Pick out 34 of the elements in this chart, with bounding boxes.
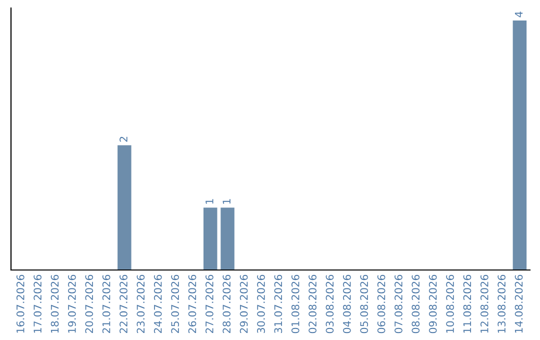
x-tick-label: 13.08.2026 — [498, 274, 506, 333]
x-tick-label: 01.08.2026 — [291, 274, 300, 334]
x-tick-label: 30.07.2026 — [257, 274, 265, 334]
x-tick-label: 31.07.2026 — [274, 274, 282, 334]
x-tick-label: 08.08.2026 — [412, 274, 420, 334]
data-label: 2 — [120, 136, 128, 142]
x-tick-label: 10.08.2026 — [446, 274, 454, 333]
data-label: 1 — [222, 199, 230, 204]
x-tick-label: 29.07.2026 — [240, 274, 248, 334]
x-tick-label: 12.08.2026 — [480, 274, 488, 333]
data-label: 4 — [514, 12, 523, 18]
x-tick-label: 21.07.2026 — [102, 274, 110, 334]
x-tick-label: 05.08.2026 — [360, 274, 368, 334]
x-tick-label: 11.08.2026 — [463, 274, 472, 333]
x-tick-label: 09.08.2026 — [428, 274, 437, 334]
x-tick-label: 16.07.2026 — [16, 274, 24, 333]
x-tick-label: 28.07.2026 — [222, 274, 231, 334]
x-tick-label: 03.08.2026 — [326, 274, 334, 334]
x-tick-label: 18.07.2026 — [50, 274, 59, 333]
x-tick-label: 02.08.2026 — [308, 274, 316, 334]
x-tick-label: 24.07.2026 — [154, 274, 162, 334]
x-tick-label: 20.07.2026 — [85, 274, 94, 334]
x-tick-label: 14.08.2026 — [514, 274, 523, 333]
x-tick-label: 07.08.2026 — [394, 274, 402, 334]
data-label: 1 — [206, 199, 214, 204]
x-tick-label: 06.08.2026 — [377, 274, 386, 334]
x-tick-label: 27.07.2026 — [205, 274, 214, 334]
x-tick-label: 22.07.2026 — [120, 274, 128, 334]
x-tick-label: 17.07.2026 — [34, 274, 42, 333]
x-tick-label: 25.07.2026 — [171, 274, 180, 334]
x-tick-label: 23.07.2026 — [136, 274, 145, 334]
x-tick-label: 04.08.2026 — [342, 274, 351, 334]
x-tick-label: 19.07.2026 — [68, 274, 76, 333]
x-tick-label: 26.07.2026 — [188, 274, 196, 334]
